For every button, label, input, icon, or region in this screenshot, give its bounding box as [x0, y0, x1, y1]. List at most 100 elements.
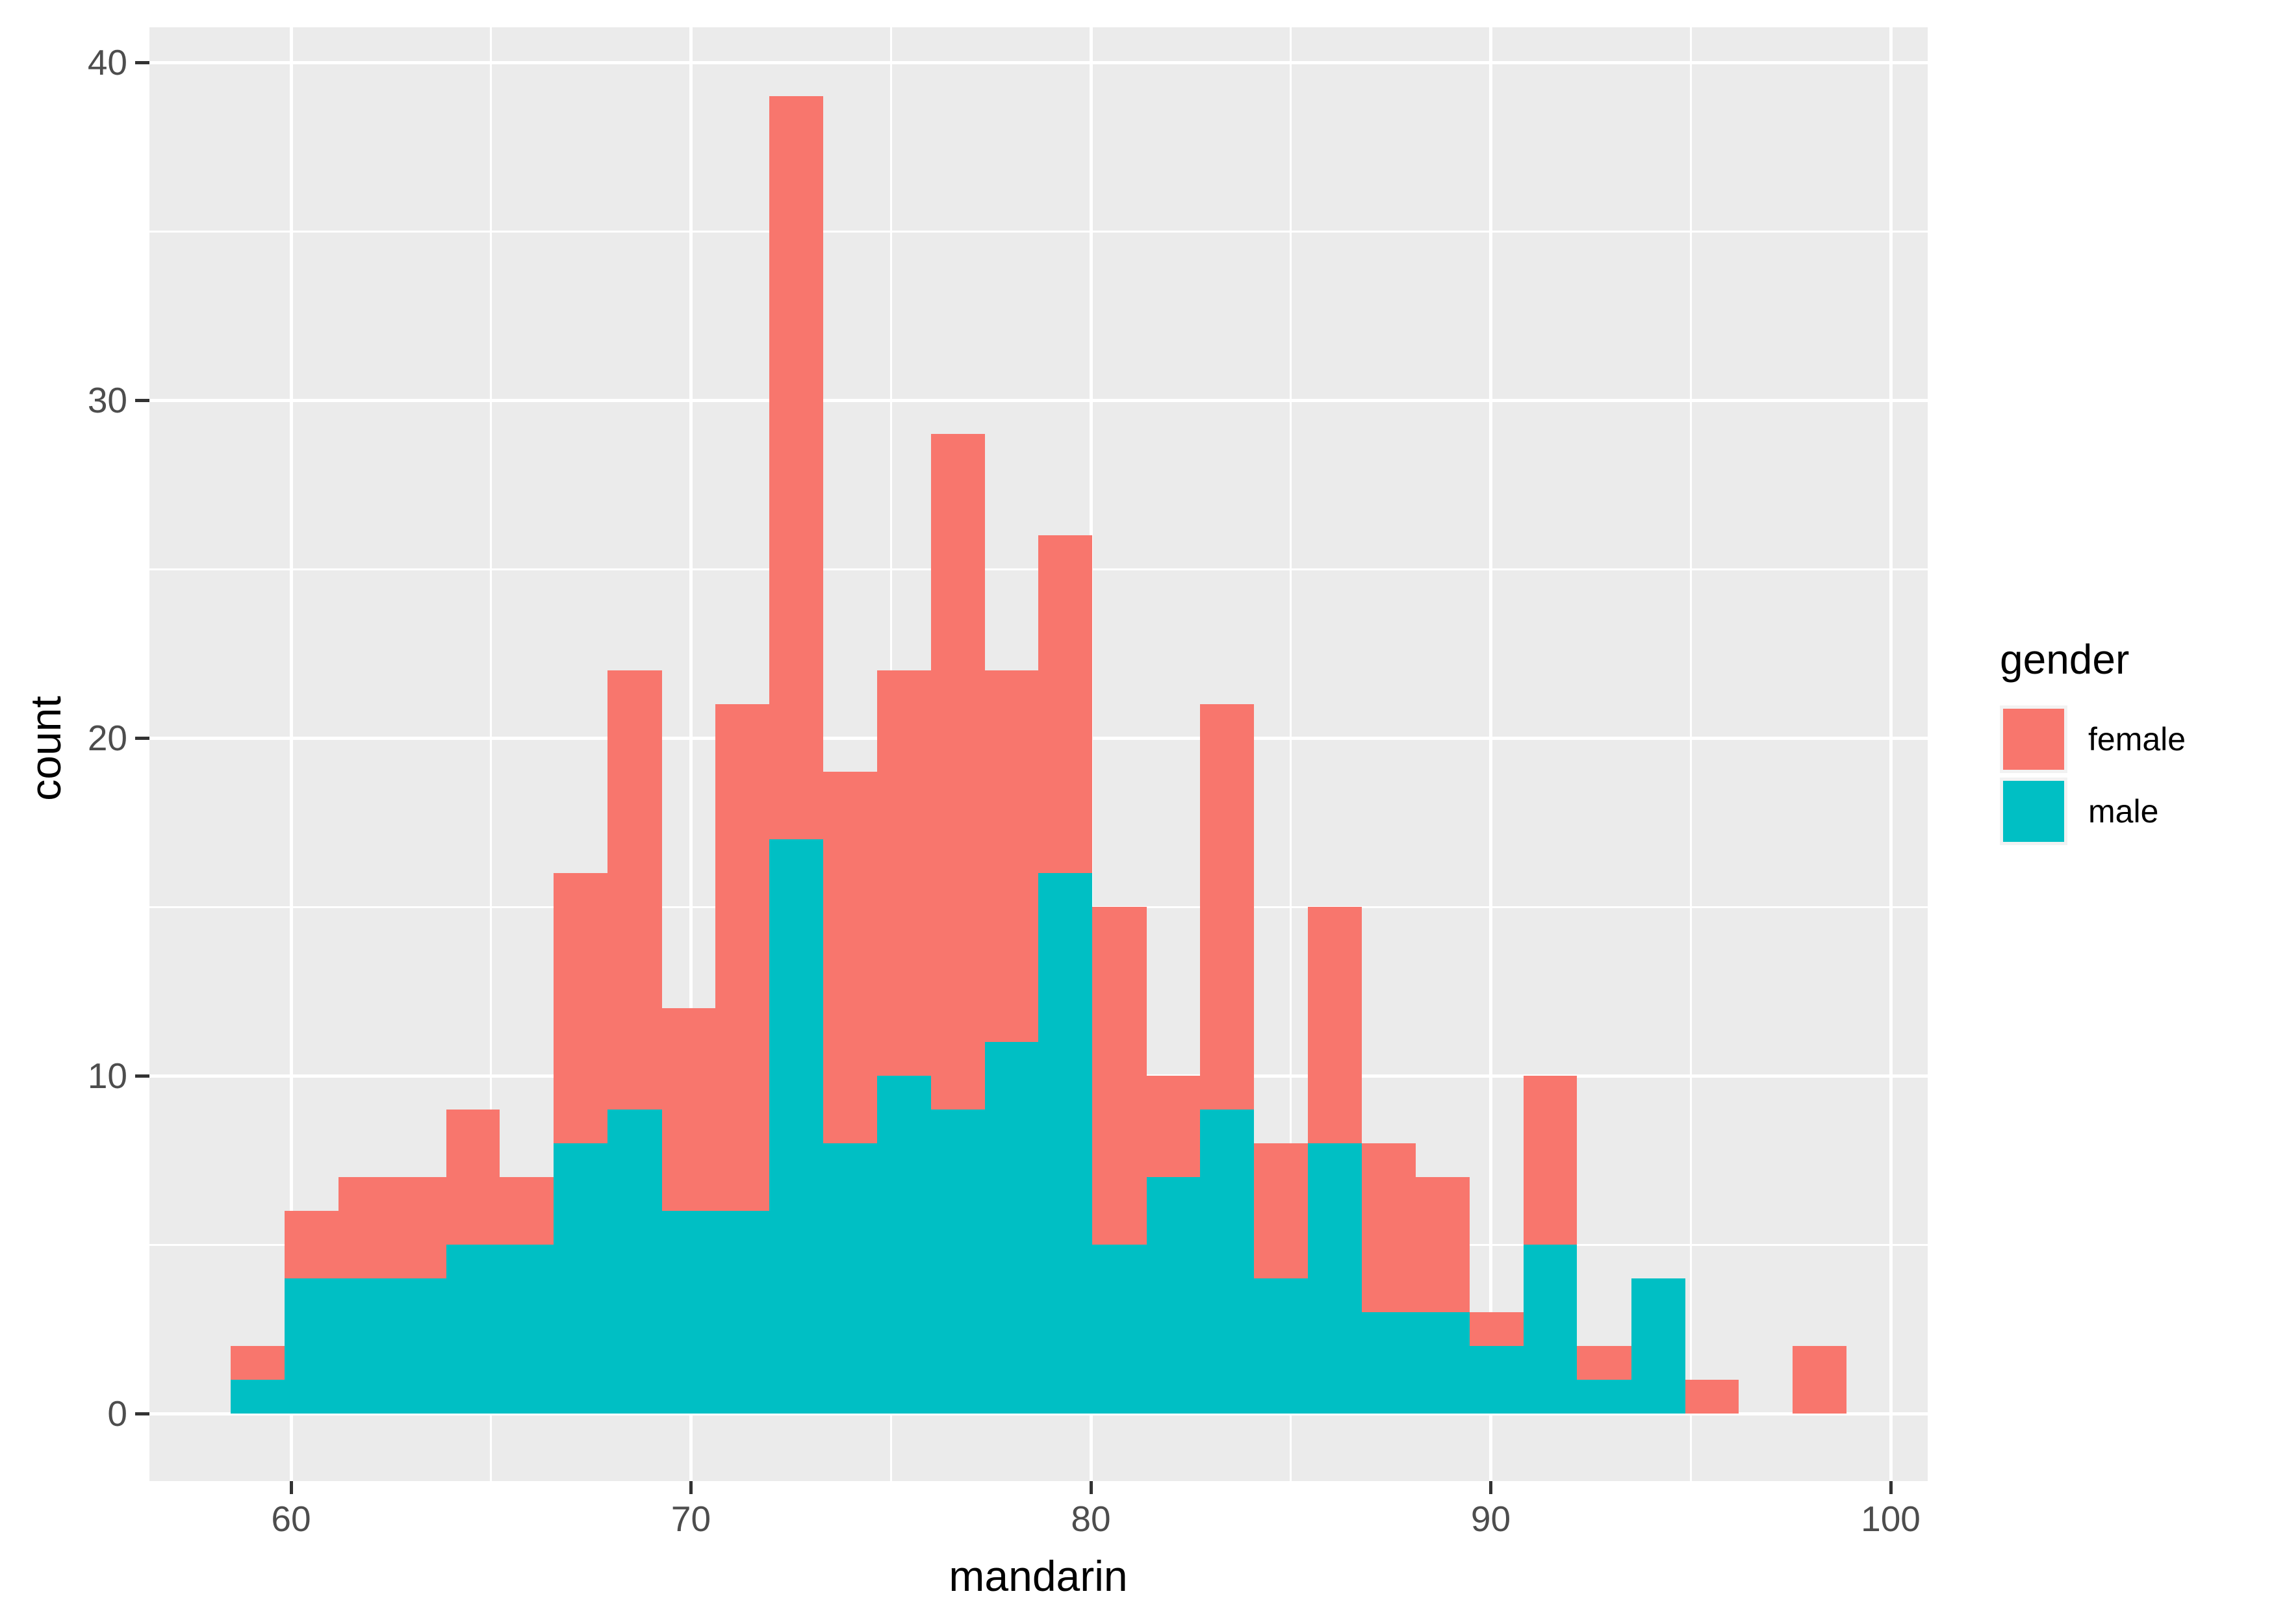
histogram-bar-male-segment: [1415, 1312, 1470, 1414]
histogram-bar-female-segment: [554, 873, 608, 1143]
gridline-minor-horizontal: [149, 230, 1928, 233]
histogram-bar-female-segment: [1038, 535, 1093, 873]
histogram-bar-male-segment: [823, 1143, 877, 1414]
histogram-bar-female-segment: [500, 1177, 554, 1245]
histogram-bar-male-segment: [285, 1278, 339, 1414]
legend-item-male: male: [2000, 778, 2186, 845]
gridline-major-vertical: [289, 27, 293, 1481]
legend-key-female: [2000, 705, 2067, 773]
histogram-bar-male-segment: [1577, 1380, 1631, 1414]
histogram-bar-female-segment: [392, 1177, 446, 1278]
histogram-bar-female-segment: [607, 670, 662, 1110]
histogram-bar-female-segment: [446, 1110, 500, 1245]
gridline-major-horizontal: [149, 1412, 1928, 1415]
histogram-bar-female-segment: [1092, 907, 1147, 1245]
y-tick-label: 40: [87, 42, 127, 82]
histogram-bar-female-segment: [231, 1346, 285, 1380]
histogram-bar-female-segment: [661, 1008, 716, 1211]
histogram-bar-female-segment: [715, 704, 770, 1211]
histogram-bar-male-segment: [769, 839, 824, 1414]
histogram-bar-female-segment: [1469, 1312, 1524, 1346]
histogram-bar-female-segment: [984, 670, 1039, 1042]
histogram-bar-female-segment: [769, 96, 824, 839]
histogram-bar-male-segment: [984, 1042, 1039, 1414]
histogram-bar-male-segment: [1038, 873, 1093, 1414]
legend-title: gender: [2000, 636, 2130, 683]
y-tick-mark: [135, 1412, 149, 1415]
histogram-bar-male-segment: [554, 1143, 608, 1414]
histogram-bar-male-segment: [1308, 1143, 1362, 1414]
x-tick-label: 80: [1071, 1499, 1111, 1539]
histogram-bar-male-segment: [607, 1110, 662, 1414]
x-tick-mark: [1089, 1481, 1093, 1494]
histogram-bar-male-segment: [715, 1211, 770, 1414]
histogram-bar-male-segment: [1523, 1245, 1578, 1414]
histogram-bar-male-segment: [1469, 1346, 1524, 1414]
histogram-bar-male-segment: [500, 1245, 554, 1414]
histogram-bar-male-segment: [661, 1211, 716, 1414]
x-axis-title: mandarin: [949, 1552, 1128, 1600]
x-tick-label: 100: [1861, 1499, 1921, 1539]
legend-label-male: male: [2088, 793, 2159, 830]
histogram-bar-male-segment: [1254, 1278, 1309, 1414]
histogram-bar-male-segment: [392, 1278, 446, 1414]
y-tick-label: 0: [107, 1393, 127, 1434]
x-tick-mark: [1889, 1481, 1893, 1494]
y-tick-label: 10: [87, 1056, 127, 1096]
male-color-swatch: [2003, 781, 2064, 842]
histogram-bar-female-segment: [1415, 1177, 1470, 1312]
histogram-bar-male-segment: [1200, 1110, 1255, 1414]
histogram-bar-female-segment: [1200, 704, 1255, 1110]
gridline-major-vertical: [1489, 27, 1492, 1481]
legend-label-female: female: [2088, 721, 2186, 757]
histogram-bar-male-segment: [446, 1245, 500, 1414]
histogram-bar-male-segment: [1146, 1177, 1201, 1414]
female-color-swatch: [2003, 709, 2064, 770]
x-tick-mark: [689, 1481, 693, 1494]
y-tick-label: 20: [87, 718, 127, 758]
histogram-bar-female-segment: [1523, 1076, 1578, 1245]
histogram-bar-male-segment: [1092, 1245, 1147, 1414]
y-tick-label: 30: [87, 380, 127, 420]
legend-key-male: [2000, 778, 2067, 845]
x-tick-mark: [1489, 1481, 1492, 1494]
histogram-bar-female-segment: [1793, 1346, 1847, 1414]
histogram-bar-male-segment: [338, 1278, 392, 1414]
histogram-bar-female-segment: [338, 1177, 392, 1278]
gridline-major-vertical: [689, 27, 693, 1481]
gridline-major-vertical: [1889, 27, 1893, 1481]
histogram-bar-female-segment: [1577, 1346, 1631, 1380]
histogram-bar-female-segment: [1254, 1143, 1309, 1278]
x-tick-label: 60: [271, 1499, 311, 1539]
gridline-minor-vertical: [490, 27, 492, 1481]
histogram-bar-female-segment: [876, 670, 931, 1076]
histogram-bar-female-segment: [823, 772, 877, 1143]
legend-item-female: female: [2000, 705, 2186, 773]
plot-panel: [149, 27, 1928, 1481]
histogram-bar-female-segment: [930, 434, 985, 1110]
y-tick-mark: [135, 736, 149, 740]
y-tick-mark: [135, 60, 149, 64]
y-axis-title: count: [21, 696, 70, 801]
histogram-bar-female-segment: [1146, 1076, 1201, 1177]
gridline-major-horizontal: [149, 398, 1928, 402]
histogram-bar-male-segment: [231, 1380, 285, 1414]
histogram-bar-female-segment: [1308, 907, 1362, 1143]
x-tick-label: 90: [1470, 1499, 1511, 1539]
histogram-bar-male-segment: [930, 1110, 985, 1414]
gridline-minor-vertical: [1290, 27, 1292, 1481]
legend: gender female male: [2000, 635, 2186, 850]
histogram-bar-female-segment: [285, 1211, 339, 1278]
histogram-bar-male-segment: [876, 1076, 931, 1414]
y-tick-mark: [135, 398, 149, 402]
x-tick-mark: [289, 1481, 293, 1494]
gridline-major-horizontal: [149, 60, 1928, 64]
x-tick-label: 70: [671, 1499, 711, 1539]
gridline-minor-vertical: [1689, 27, 1692, 1481]
histogram-bar-female-segment: [1685, 1380, 1739, 1414]
y-tick-mark: [135, 1074, 149, 1078]
histogram-bar-male-segment: [1362, 1312, 1416, 1414]
histogram-bar-female-segment: [1362, 1143, 1416, 1312]
histogram-bar-male-segment: [1631, 1278, 1685, 1414]
